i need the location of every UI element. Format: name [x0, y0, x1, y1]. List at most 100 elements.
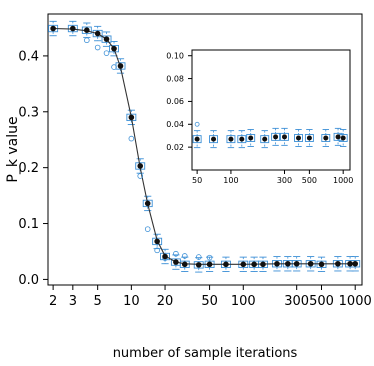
inset-box — [209, 135, 218, 144]
inset-mean-point — [340, 135, 346, 141]
mean-point — [103, 36, 110, 42]
fit-line — [53, 27, 356, 265]
box — [152, 237, 163, 246]
x-tick-label: 20 — [157, 294, 174, 309]
inset-x-tick-label: 50 — [192, 176, 202, 185]
mean-point — [293, 260, 300, 267]
inset-y-tick-label: 0.08 — [166, 74, 184, 83]
inset-x-tick-label: 1000 — [333, 176, 353, 185]
inset-box — [226, 135, 236, 144]
mean-point — [260, 261, 266, 268]
main-plot: 2 3 5 10 20 50 100 300 500 10000.00.10.20.30.4num… — [5, 13, 372, 361]
inset-y-tick-label: 0.02 — [166, 143, 184, 152]
inset-plot: 50 100 300 500 1000 0.02 0.04 0.06 0.08 0.10 — [166, 49, 353, 185]
mean-point — [352, 260, 359, 267]
mean-point — [162, 253, 168, 260]
inset-y-tick-label: 0.04 — [166, 120, 184, 129]
outlier-point — [111, 64, 117, 70]
mean-point — [154, 238, 160, 245]
mean-point — [111, 45, 117, 52]
mean-point — [84, 27, 90, 34]
inset-mean-point — [248, 135, 254, 141]
inset-x-tick-label: 500 — [302, 176, 317, 185]
y-tick-label: 0.2 — [18, 161, 39, 176]
mean-point — [144, 200, 151, 207]
mean-point — [274, 260, 280, 267]
x-tick-label: 100 — [231, 294, 256, 309]
x-tick-label: 1000 — [339, 294, 372, 309]
mean-point — [335, 260, 341, 267]
inset-mean-point — [228, 136, 234, 142]
y-tick-label: 0.4 — [18, 49, 39, 64]
mean-point — [240, 261, 247, 268]
inset-mean-point — [262, 136, 268, 142]
x-tick-label: 300 — [284, 294, 309, 309]
outlier-point — [94, 44, 101, 51]
inset-box — [260, 135, 270, 144]
mean-point — [117, 63, 124, 69]
outlier-point — [84, 37, 90, 44]
mean-point — [206, 261, 213, 268]
outlier-point — [103, 50, 110, 56]
box — [126, 113, 137, 122]
outlier-point — [195, 254, 202, 260]
inset-background — [192, 50, 350, 170]
mean-point — [318, 261, 325, 268]
inset-mean-point — [306, 135, 312, 141]
inset-frame — [191, 49, 351, 171]
inset-mean-point — [296, 135, 302, 141]
inset-mean-point — [281, 134, 287, 140]
inset-x-tick-label: 300 — [277, 176, 292, 185]
inset-box — [246, 134, 256, 142]
inset-box — [192, 135, 202, 144]
box — [142, 199, 153, 208]
mean-point — [347, 260, 353, 267]
x-tick-label: 2 — [49, 294, 57, 309]
inset-mean-point — [273, 134, 279, 140]
x-tick-label: 50 — [201, 294, 218, 309]
y-tick-label: 0.0 — [18, 273, 39, 288]
inset-box — [280, 132, 289, 141]
inset-mean-point — [239, 136, 245, 142]
inset-y-tick-label: 0.10 — [166, 52, 184, 61]
mean-point — [307, 260, 314, 267]
y-tick-label: 0.1 — [18, 217, 39, 232]
inset-box — [321, 134, 331, 142]
outlier-point — [144, 226, 151, 232]
outlier-point — [173, 250, 179, 257]
inset-box — [237, 135, 247, 144]
x-tick-label: 5 — [94, 294, 102, 309]
box — [101, 35, 112, 43]
mean-point — [223, 261, 229, 268]
inset-mean-point — [323, 135, 329, 141]
outlier-point — [154, 247, 160, 254]
box — [109, 44, 119, 53]
outlier-point — [181, 253, 188, 259]
inset-y-tick-label: 0.06 — [166, 97, 184, 106]
inset-box — [294, 134, 303, 142]
mean-point — [94, 30, 101, 37]
mean-point — [50, 25, 56, 32]
box — [193, 261, 204, 269]
frame — [47, 13, 363, 286]
box — [160, 252, 170, 261]
mean-point — [251, 261, 257, 268]
inset-mean-point — [335, 134, 341, 140]
mean-point — [173, 259, 179, 265]
outlier-point — [137, 173, 144, 179]
mean-point — [195, 262, 202, 268]
x-tick-label: 10 — [123, 294, 140, 309]
mean-point — [128, 114, 135, 121]
inset-box — [304, 134, 314, 142]
mean-point — [70, 25, 76, 32]
mean-point — [181, 261, 188, 268]
mean-point — [285, 260, 291, 267]
inset-box — [271, 132, 281, 141]
inset-outlier-point — [194, 121, 200, 127]
x-tick-label: 500 — [309, 294, 334, 309]
inset-mean-point — [194, 136, 200, 142]
inset-mean-point — [211, 136, 217, 142]
y-tick-label: 0.3 — [18, 105, 39, 120]
